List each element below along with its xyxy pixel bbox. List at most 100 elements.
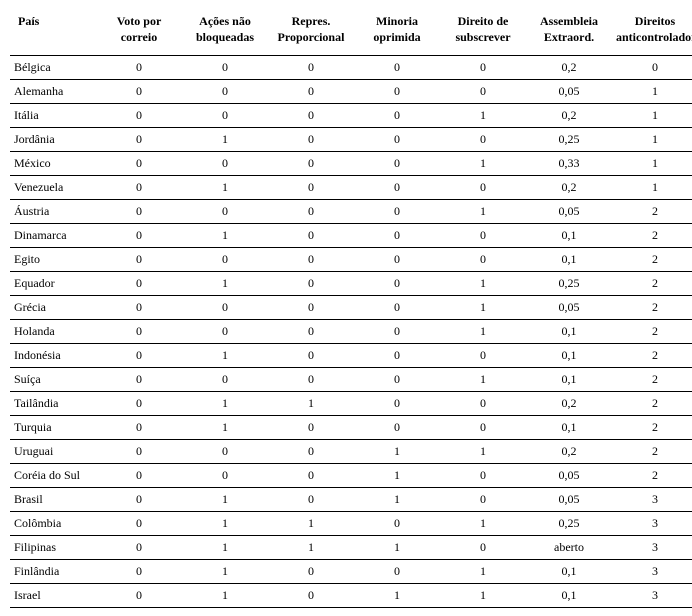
cell-value: 0 — [354, 272, 440, 296]
cell-value: 0 — [182, 104, 268, 128]
cell-value: 0,33 — [526, 152, 612, 176]
data-table: País Voto por correio Ações não bloquead… — [10, 8, 692, 608]
cell-value: 0 — [268, 560, 354, 584]
table-row: Alemanha000000,051 — [10, 80, 692, 104]
cell-value: 0 — [440, 464, 526, 488]
cell-value: 0 — [440, 248, 526, 272]
cell-pais: Suíça — [10, 368, 96, 392]
table-row: Brasil010100,053 — [10, 488, 692, 512]
cell-pais: Venezuela — [10, 176, 96, 200]
cell-value: 2 — [612, 296, 692, 320]
cell-value: 0 — [354, 392, 440, 416]
cell-value: 0 — [268, 200, 354, 224]
col-header-minoria: Minoria oprimida — [354, 8, 440, 56]
table-row: Suíça000010,12 — [10, 368, 692, 392]
cell-value: 0 — [96, 512, 182, 536]
cell-value: 1 — [440, 584, 526, 608]
cell-pais: Jordânia — [10, 128, 96, 152]
cell-value: 0 — [268, 248, 354, 272]
cell-value: 0 — [354, 80, 440, 104]
cell-value: 0 — [440, 224, 526, 248]
cell-value: 0 — [182, 200, 268, 224]
cell-pais: Uruguai — [10, 440, 96, 464]
cell-value: 2 — [612, 368, 692, 392]
cell-value: 3 — [612, 536, 692, 560]
table-row: Grécia000010,052 — [10, 296, 692, 320]
cell-value: 0,25 — [526, 512, 612, 536]
cell-value: 2 — [612, 392, 692, 416]
cell-value: 0 — [182, 152, 268, 176]
table-row: Holanda000010,12 — [10, 320, 692, 344]
cell-value: 0 — [96, 560, 182, 584]
cell-value: 0 — [440, 392, 526, 416]
cell-value: 0,05 — [526, 200, 612, 224]
cell-value: 1 — [354, 488, 440, 512]
cell-value: 3 — [612, 560, 692, 584]
cell-pais: Itália — [10, 104, 96, 128]
cell-value: 3 — [612, 512, 692, 536]
cell-value: 0 — [354, 128, 440, 152]
cell-value: 1 — [440, 200, 526, 224]
cell-value: 0 — [96, 128, 182, 152]
cell-value: 0 — [182, 320, 268, 344]
cell-value: 0 — [96, 176, 182, 200]
cell-pais: Turquia — [10, 416, 96, 440]
cell-value: 0 — [440, 128, 526, 152]
cell-value: 0 — [96, 440, 182, 464]
cell-value: 3 — [612, 488, 692, 512]
cell-value: 0 — [268, 584, 354, 608]
cell-value: 0 — [354, 560, 440, 584]
cell-value: 1 — [182, 128, 268, 152]
cell-value: 1 — [182, 224, 268, 248]
cell-value: 0 — [440, 344, 526, 368]
cell-value: 0 — [268, 152, 354, 176]
cell-value: 0,05 — [526, 464, 612, 488]
cell-value: 1 — [440, 320, 526, 344]
table-row: Egito000000,12 — [10, 248, 692, 272]
cell-value: 0 — [354, 152, 440, 176]
cell-value: 0,05 — [526, 488, 612, 512]
cell-value: 0 — [440, 176, 526, 200]
cell-value: 1 — [440, 104, 526, 128]
cell-value: 1 — [612, 176, 692, 200]
cell-value: 1 — [440, 560, 526, 584]
table-row: Tailândia011000,22 — [10, 392, 692, 416]
cell-value: 0,25 — [526, 128, 612, 152]
cell-value: 0 — [354, 344, 440, 368]
cell-value: 1 — [182, 272, 268, 296]
cell-value: 0 — [96, 56, 182, 80]
cell-pais: Grécia — [10, 296, 96, 320]
table-row: Indonésia010000,12 — [10, 344, 692, 368]
table-row: Colômbia011010,253 — [10, 512, 692, 536]
col-header-direito: Direito de subscrever — [440, 8, 526, 56]
cell-value: 0 — [182, 80, 268, 104]
cell-value: 0 — [268, 272, 354, 296]
cell-pais: Filipinas — [10, 536, 96, 560]
cell-value: 0 — [96, 224, 182, 248]
cell-value: 0 — [96, 464, 182, 488]
cell-pais: Tailândia — [10, 392, 96, 416]
cell-value: 0 — [268, 56, 354, 80]
table-row: Turquia010000,12 — [10, 416, 692, 440]
cell-value: 0 — [96, 248, 182, 272]
cell-value: 0 — [96, 488, 182, 512]
table-row: Bélgica000000,20 — [10, 56, 692, 80]
table-row: Equador010010,252 — [10, 272, 692, 296]
cell-value: 0 — [96, 344, 182, 368]
cell-pais: Alemanha — [10, 80, 96, 104]
cell-value: 0 — [96, 368, 182, 392]
cell-value: 0 — [354, 248, 440, 272]
cell-value: 2 — [612, 200, 692, 224]
cell-value: 0,2 — [526, 440, 612, 464]
cell-value: 0 — [354, 368, 440, 392]
cell-pais: Equador — [10, 272, 96, 296]
col-header-direitos: Direitos anticontrolador — [612, 8, 692, 56]
table-body: Bélgica000000,20Alemanha000000,051Itália… — [10, 56, 692, 608]
cell-value: 0 — [354, 296, 440, 320]
table-row: Finlândia010010,13 — [10, 560, 692, 584]
table-row: Israel010110,13 — [10, 584, 692, 608]
col-header-voto: Voto por correio — [96, 8, 182, 56]
cell-value: 0 — [96, 416, 182, 440]
cell-value: 0,1 — [526, 560, 612, 584]
cell-value: 3 — [612, 584, 692, 608]
